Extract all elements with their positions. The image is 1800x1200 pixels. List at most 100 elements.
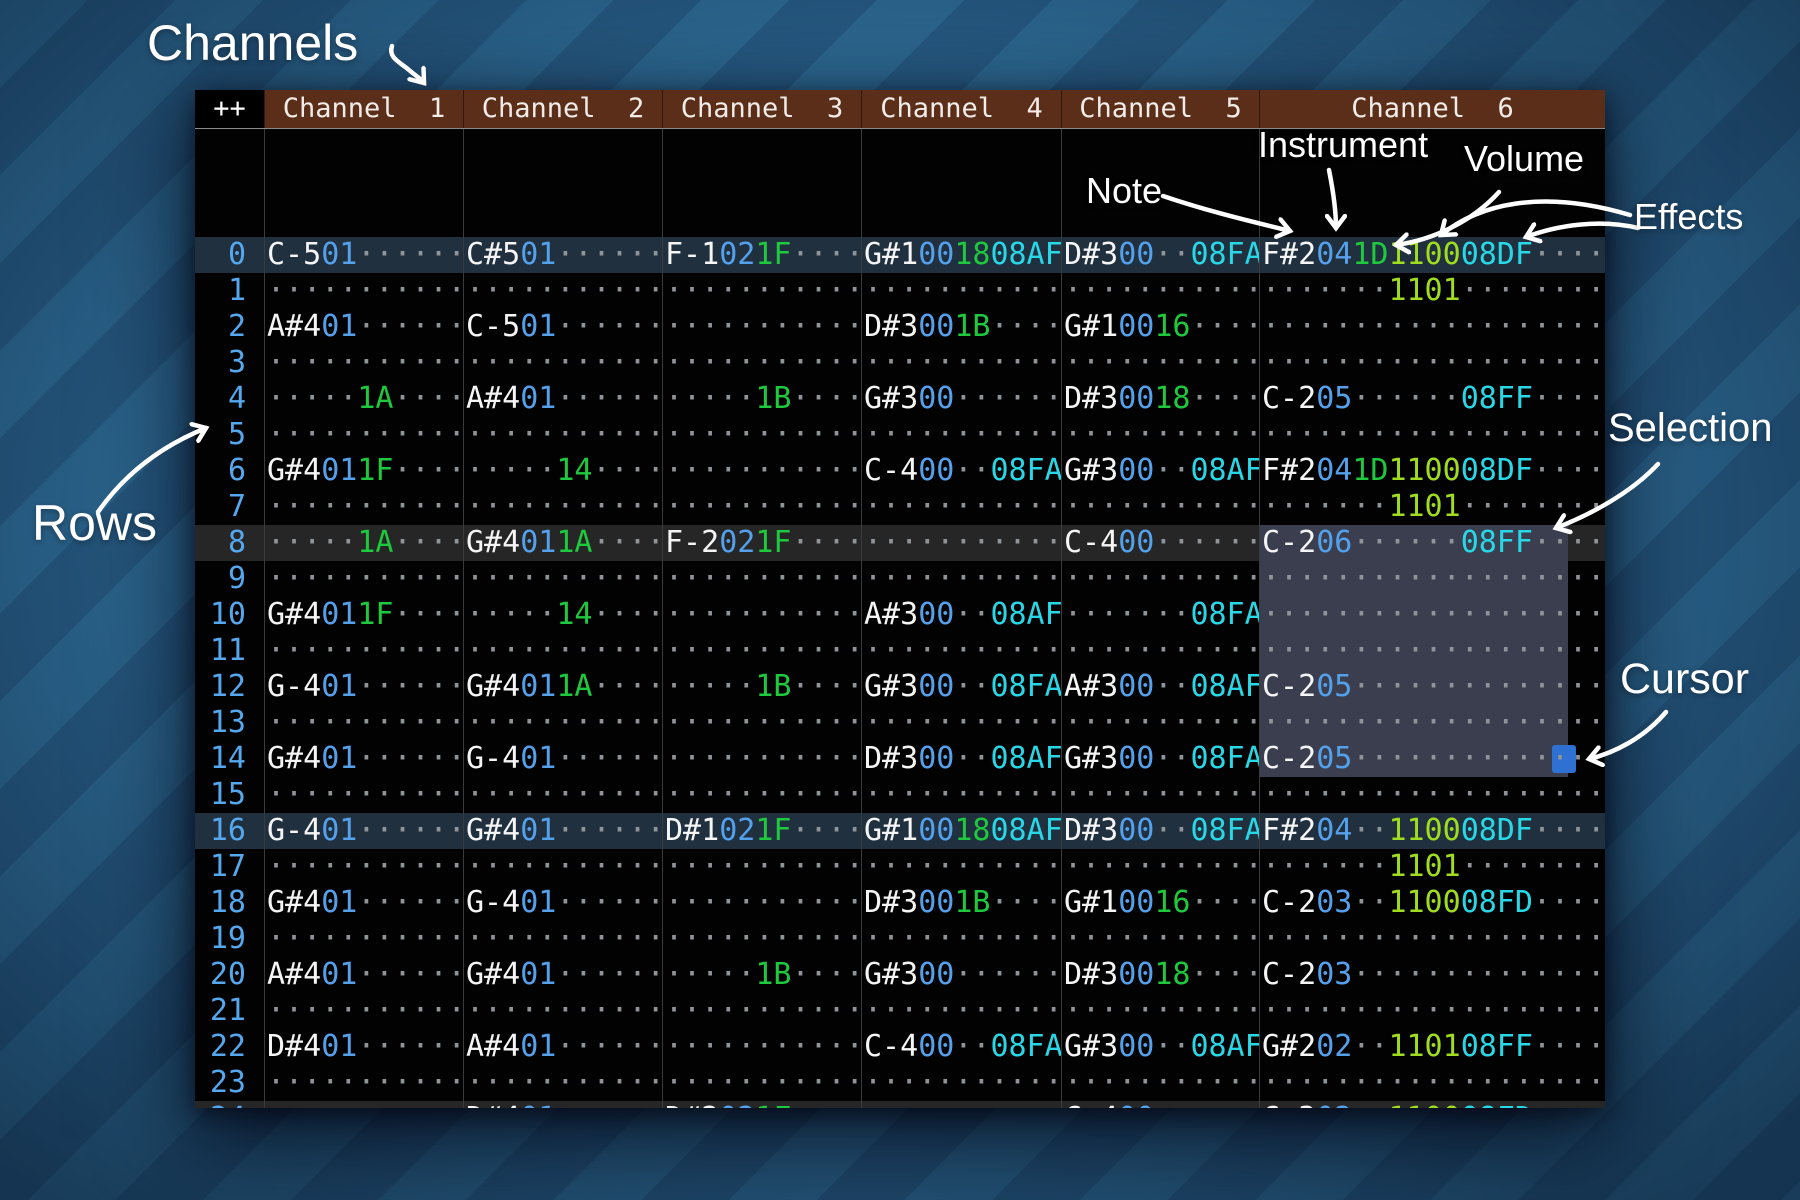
row-number[interactable]: 16 [209,813,246,848]
row-number[interactable]: 19 [209,921,246,956]
pattern-cell[interactable]: ··········· [264,561,463,597]
pattern-cell[interactable]: D#300··08FA [1061,237,1259,273]
pattern-cell[interactable]: ··········· [861,273,1061,309]
pattern-cell[interactable]: C-501······ [264,237,463,273]
row-number[interactable]: 8 [227,525,246,560]
pattern-cell[interactable]: ··········· [264,633,463,669]
pattern-cell[interactable]: ··········· [463,849,662,885]
row-number[interactable]: 11 [209,633,246,668]
row-number[interactable]: 17 [209,849,246,884]
pattern-cell[interactable]: ··········· [264,921,463,957]
pattern-cell[interactable]: G#401······ [463,957,662,993]
pattern-cell[interactable]: G#401······ [264,741,463,777]
row-number[interactable]: 1 [227,273,246,308]
pattern-cell[interactable]: ··········· [264,993,463,1029]
pattern-cell[interactable]: ··········· [1061,1065,1259,1101]
row-number[interactable]: 6 [227,453,246,488]
pattern-cell[interactable]: ··················· [1259,633,1605,669]
pattern-cell[interactable]: ··········· [1061,777,1259,813]
pattern-cell[interactable]: ··········· [662,345,861,381]
pattern-cell[interactable]: ··········· [1061,705,1259,741]
pattern-cell[interactable]: ··········· [1061,921,1259,957]
row-number[interactable]: 22 [209,1029,246,1064]
pattern-cell[interactable]: ··········· [662,561,861,597]
pattern-cell[interactable]: ··········· [662,993,861,1029]
pattern-cell[interactable]: ··········· [861,921,1061,957]
pattern-cell[interactable]: G-401······ [264,813,463,849]
pattern-cell[interactable]: A#401······ [463,381,662,417]
pattern-cell[interactable]: C-206······08FF···· [1259,525,1605,561]
pattern-cell[interactable]: ··········· [1061,417,1259,453]
pattern-cell[interactable]: G#10016···· [1061,309,1259,345]
row-number[interactable]: 24 [195,1101,264,1108]
pattern-cell[interactable]: ··········· [1061,849,1259,885]
pattern-cell[interactable]: ··········· [662,597,861,633]
pattern-cell[interactable]: ··········· [1061,345,1259,381]
pattern-cell[interactable]: ··········· [264,1065,463,1101]
pattern-cell[interactable]: ··········· [264,777,463,813]
pattern-cell[interactable]: G#1001808AF [861,237,1061,273]
pattern-cell[interactable]: ··········· [662,273,861,309]
pattern-cell[interactable]: D#3001B···· [861,885,1061,921]
pattern-cell[interactable]: ··········· [264,489,463,525]
channel-header-3[interactable]: Channel 3 [662,90,861,128]
pattern-cell[interactable]: F#2041D110008DF···· [1259,453,1605,489]
pattern-cell[interactable]: ··········· [861,561,1061,597]
pattern-cell[interactable]: ··········· [861,705,1061,741]
pattern-cell[interactable]: A#401······ [463,1029,662,1065]
pattern-cell[interactable]: ··········· [662,309,861,345]
pattern-cell[interactable]: D#401······ [264,1029,463,1065]
pattern-cell[interactable]: ··················· [1259,345,1605,381]
pattern-cell[interactable]: ··········· [1061,993,1259,1029]
pattern-cell[interactable]: ··········· [264,1101,463,1108]
row-number[interactable]: 12 [209,669,246,704]
pattern-cell[interactable]: ··········· [463,777,662,813]
channel-header-2[interactable]: Channel 2 [463,90,662,128]
pattern-cell[interactable]: G#300······ [861,381,1061,417]
row-number[interactable]: 15 [209,777,246,812]
pattern-cell[interactable]: A#401······ [264,957,463,993]
row-number[interactable]: 2 [227,309,246,344]
pattern-cell[interactable]: ··········· [662,417,861,453]
row-number[interactable]: 5 [227,417,246,452]
pattern-cell[interactable]: ··········· [264,273,463,309]
pattern-cell[interactable]: G#300··08AF [1061,1029,1259,1065]
pattern-cell[interactable]: C-205·············· [1259,669,1605,705]
pattern-cell[interactable]: ··········· [1061,561,1259,597]
pattern-cell[interactable]: C-400··08FA [861,1029,1061,1065]
pattern-cell[interactable]: ··········· [861,777,1061,813]
pattern-cell[interactable]: G#4011A···· [463,525,662,561]
pattern-cell[interactable]: ··········· [861,345,1061,381]
pattern-cell[interactable]: ··········· [662,489,861,525]
pattern-cell[interactable]: ··········· [662,921,861,957]
pattern-cell[interactable]: ··········· [463,633,662,669]
pattern-cell[interactable]: ··········· [662,453,861,489]
pattern-cell[interactable]: G#300······ [861,957,1061,993]
pattern-cell[interactable]: ··········· [463,489,662,525]
pattern-cell[interactable]: ··········· [662,885,861,921]
row-number[interactable]: 9 [227,561,246,596]
channel-header-5[interactable]: Channel 5 [1061,90,1259,128]
row-number[interactable]: 20 [209,957,246,992]
pattern-cell[interactable]: ··········· [861,417,1061,453]
pattern-cell[interactable]: C-203··110008FD···· [1259,885,1605,921]
pattern-cell[interactable]: C-205·············· [1259,741,1605,777]
pattern-cell[interactable]: G#401······ [264,885,463,921]
pattern-cell[interactable]: ··················· [1259,1065,1605,1101]
pattern-cell[interactable]: ·····14···· [463,597,662,633]
pattern-cell[interactable]: ··········· [463,705,662,741]
pattern-cell[interactable]: ··········· [463,561,662,597]
pattern-cell[interactable]: ·····1A···· [264,525,463,561]
row-number[interactable]: 14 [209,741,246,776]
pattern-cell[interactable]: ··········· [662,705,861,741]
pattern-cell[interactable]: ··················· [1259,561,1605,597]
pattern-cell[interactable]: ··········· [861,525,1061,561]
pattern-cell[interactable]: ··········· [861,1065,1061,1101]
pattern-cell[interactable]: ··················· [1259,597,1605,633]
pattern-cell[interactable]: G-401······ [264,669,463,705]
pattern-cell[interactable]: ··········· [264,417,463,453]
pattern-cell[interactable]: G-401······ [463,885,662,921]
pattern-cell[interactable]: ··········· [1061,633,1259,669]
pattern-cell[interactable]: ··········· [662,1029,861,1065]
pattern-cell[interactable]: ·····1B···· [662,381,861,417]
